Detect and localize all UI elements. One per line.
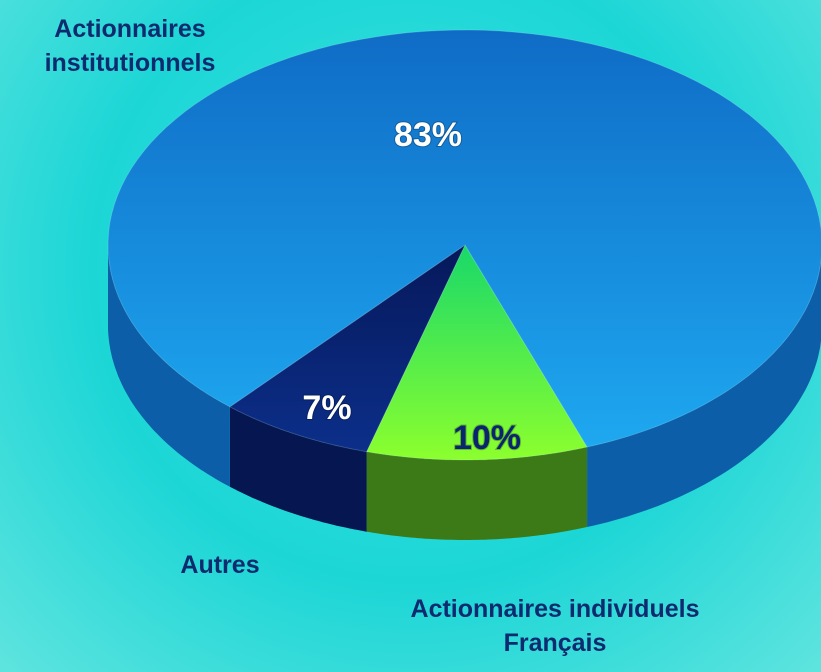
slice [365, 243, 588, 461]
category-label: Actionnaires individuels Français [410, 595, 700, 657]
slice-side [108, 245, 230, 487]
slice-side [229, 406, 367, 532]
category-label: Actionnaires institutionnels [44, 15, 216, 77]
value-label: 83% [394, 116, 462, 154]
slice [107, 29, 821, 448]
slice [228, 243, 467, 453]
value-label: 7% [302, 389, 351, 427]
category-label: Autres [180, 551, 260, 579]
value-label: 10% [453, 419, 521, 457]
slice-side [366, 447, 588, 540]
slice-side [587, 260, 821, 527]
